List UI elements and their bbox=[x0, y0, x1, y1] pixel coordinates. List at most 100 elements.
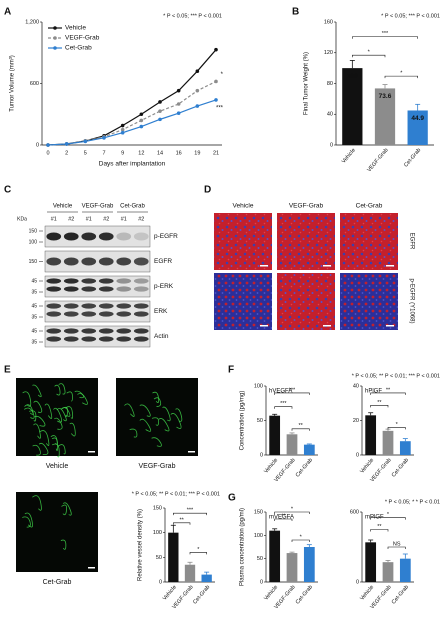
panel-letter: B bbox=[292, 7, 299, 18]
blot-band bbox=[98, 303, 114, 309]
significance-bracket bbox=[291, 428, 310, 431]
chart-title: hPlGF bbox=[365, 389, 382, 395]
blot-band bbox=[98, 336, 114, 342]
blot-band bbox=[116, 286, 132, 292]
scale-bar bbox=[386, 325, 394, 327]
blot-band bbox=[81, 278, 97, 284]
y-tick-label: 50 bbox=[156, 555, 162, 561]
y-tick-label: 50 bbox=[257, 418, 263, 424]
blot-band bbox=[81, 232, 97, 241]
blot-band bbox=[46, 286, 62, 292]
x-tick-label: Cet-Grab bbox=[295, 457, 314, 478]
significance-label: ** bbox=[377, 524, 382, 530]
y-tick-label: 100 bbox=[153, 530, 162, 536]
x-tick-label: 9 bbox=[121, 150, 124, 156]
vessel bbox=[58, 383, 66, 395]
blot-row-label: p-ERK bbox=[154, 283, 174, 290]
mw-marker: 45 bbox=[31, 328, 37, 334]
series-marker bbox=[176, 111, 181, 116]
lane-label: #1 bbox=[121, 216, 127, 222]
x-tick-label: Vehicle bbox=[359, 584, 375, 601]
bar bbox=[365, 415, 377, 455]
significance-bracket bbox=[370, 405, 389, 408]
mw-marker: 35 bbox=[31, 289, 37, 295]
vessel bbox=[69, 422, 76, 437]
blot-band bbox=[81, 303, 97, 309]
image-label: VEGF-Grab bbox=[139, 463, 176, 470]
blot-band bbox=[81, 257, 97, 266]
significance-label: NS bbox=[393, 541, 401, 547]
staining-image bbox=[277, 273, 335, 330]
scale-bar bbox=[323, 265, 331, 267]
blot-band bbox=[63, 232, 79, 241]
vessel-image bbox=[116, 378, 198, 456]
scale-bar bbox=[188, 451, 195, 453]
x-tick-label: 7 bbox=[102, 150, 105, 156]
panel-letter: C bbox=[4, 185, 11, 196]
significance-label: ** bbox=[386, 387, 391, 393]
legend-label: VEGF-Grab bbox=[65, 35, 100, 42]
blot-strip bbox=[44, 275, 151, 298]
legend-marker bbox=[53, 36, 57, 40]
bar bbox=[286, 434, 298, 455]
significance-bracket bbox=[274, 511, 310, 514]
series-marker bbox=[158, 109, 162, 113]
significance-label: *** bbox=[289, 387, 296, 393]
blot-band bbox=[81, 336, 97, 342]
blot-group-label: Vehicle bbox=[53, 204, 73, 210]
blot-band bbox=[63, 328, 79, 334]
y-tick-label: 150 bbox=[153, 505, 162, 511]
blot-row-label: EGFR bbox=[154, 258, 172, 265]
blot-band bbox=[116, 303, 132, 309]
scale-bar bbox=[260, 325, 268, 327]
significance-note: * P < 0.05; ** P < 0.01; *** P < 0.001 bbox=[352, 373, 440, 379]
y-tick-label: 150 bbox=[254, 509, 263, 515]
vessel bbox=[22, 391, 32, 407]
x-tick-label: Vehicle bbox=[359, 457, 375, 474]
vessel bbox=[56, 408, 67, 422]
significance-label: * bbox=[387, 512, 390, 518]
blot-band bbox=[98, 232, 114, 241]
significance-label: * bbox=[197, 547, 200, 553]
x-tick-label: Cet-Grab bbox=[192, 584, 211, 605]
significance-bracket bbox=[370, 529, 389, 532]
chart-title: mVEGFA bbox=[269, 515, 294, 521]
panel-letter: F bbox=[228, 365, 234, 376]
lane-label: #1 bbox=[51, 216, 57, 222]
y-tick-label: 20 bbox=[353, 418, 359, 424]
y-tick-label: 0 bbox=[330, 142, 333, 148]
image-label: Vehicle bbox=[46, 463, 69, 470]
panel-letter: G bbox=[228, 493, 236, 504]
vessel bbox=[22, 516, 31, 528]
bar bbox=[303, 547, 315, 582]
lane-label: #2 bbox=[103, 216, 109, 222]
significance-label: ** bbox=[281, 513, 286, 519]
vessel bbox=[54, 384, 61, 396]
bar bbox=[382, 430, 394, 455]
significance-label: *** bbox=[382, 31, 389, 37]
blot-band bbox=[98, 278, 114, 284]
x-tick-label: 16 bbox=[176, 150, 182, 156]
significance-bracket bbox=[387, 427, 406, 430]
y-tick-label: 0 bbox=[36, 142, 39, 148]
bar bbox=[286, 553, 298, 582]
staining-image bbox=[340, 273, 398, 330]
y-tick-label: 40 bbox=[353, 383, 359, 389]
scale-bar bbox=[260, 265, 268, 267]
vessel bbox=[61, 406, 68, 417]
blot-band bbox=[81, 286, 97, 292]
significance-bracket bbox=[387, 546, 406, 549]
vessel bbox=[153, 397, 162, 407]
significance-bracket bbox=[352, 36, 418, 39]
significance-label: *** bbox=[216, 105, 224, 111]
vessel bbox=[24, 404, 34, 415]
blot-row-label: ERK bbox=[154, 308, 168, 315]
significance-note: * P < 0.05; * * P < 0.01 bbox=[385, 499, 440, 505]
y-tick-label: 50 bbox=[257, 556, 263, 562]
lane-label: #2 bbox=[68, 216, 74, 222]
significance-note: * P < 0.05; *** P < 0.001 bbox=[163, 13, 222, 19]
x-tick-label: Vehicle bbox=[263, 584, 279, 601]
series-marker bbox=[83, 139, 88, 144]
series-marker bbox=[158, 117, 162, 122]
significance-bracket bbox=[274, 406, 293, 409]
